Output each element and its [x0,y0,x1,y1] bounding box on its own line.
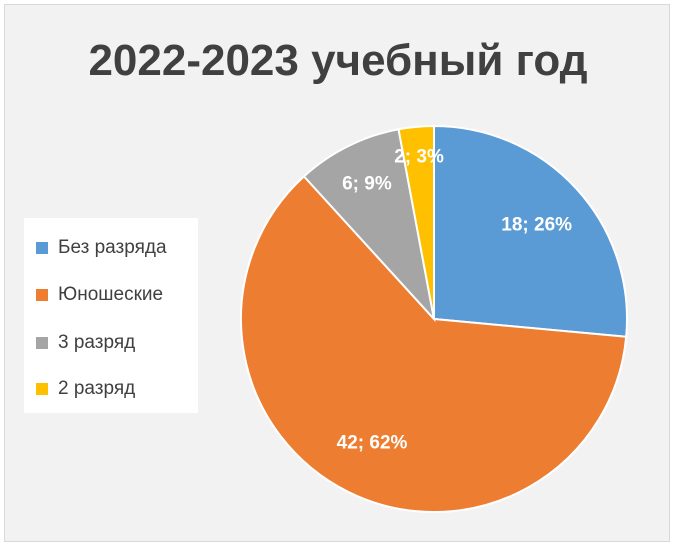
pie-slice-bez-razryada [433,124,628,338]
legend-item-bez-razryada: Без разряда [36,236,167,260]
legend-label: Юношеские [58,284,164,305]
legend-swatch [36,242,48,254]
legend-label: 2 разряд [58,378,136,399]
data-label: 6; 9% [342,173,392,194]
legend: Без разряда Юношеские 3 разряд 2 разряд [24,218,198,413]
legend-swatch [36,337,48,349]
pie-slice-3-razryad [302,128,436,323]
data-label: 42; 62% [337,432,408,453]
legend-swatch [36,289,48,301]
data-label: 18; 26% [501,214,572,235]
legend-item-3-razryad: 3 разряд [36,331,135,355]
legend-item-yunosheskie: Юношеские [36,283,163,307]
legend-item-2-razryad: 2 разряд [36,377,135,401]
chart-title: 2022-2023 учебный год [88,36,588,85]
legend-swatch [36,383,48,395]
pie-slice-yunosheskie [240,174,628,513]
legend-label: 3 разряд [58,332,136,353]
legend-label: Без разряда [58,237,167,258]
pie-slice-2-razryad [397,124,435,320]
data-label: 2; 3% [394,147,444,168]
